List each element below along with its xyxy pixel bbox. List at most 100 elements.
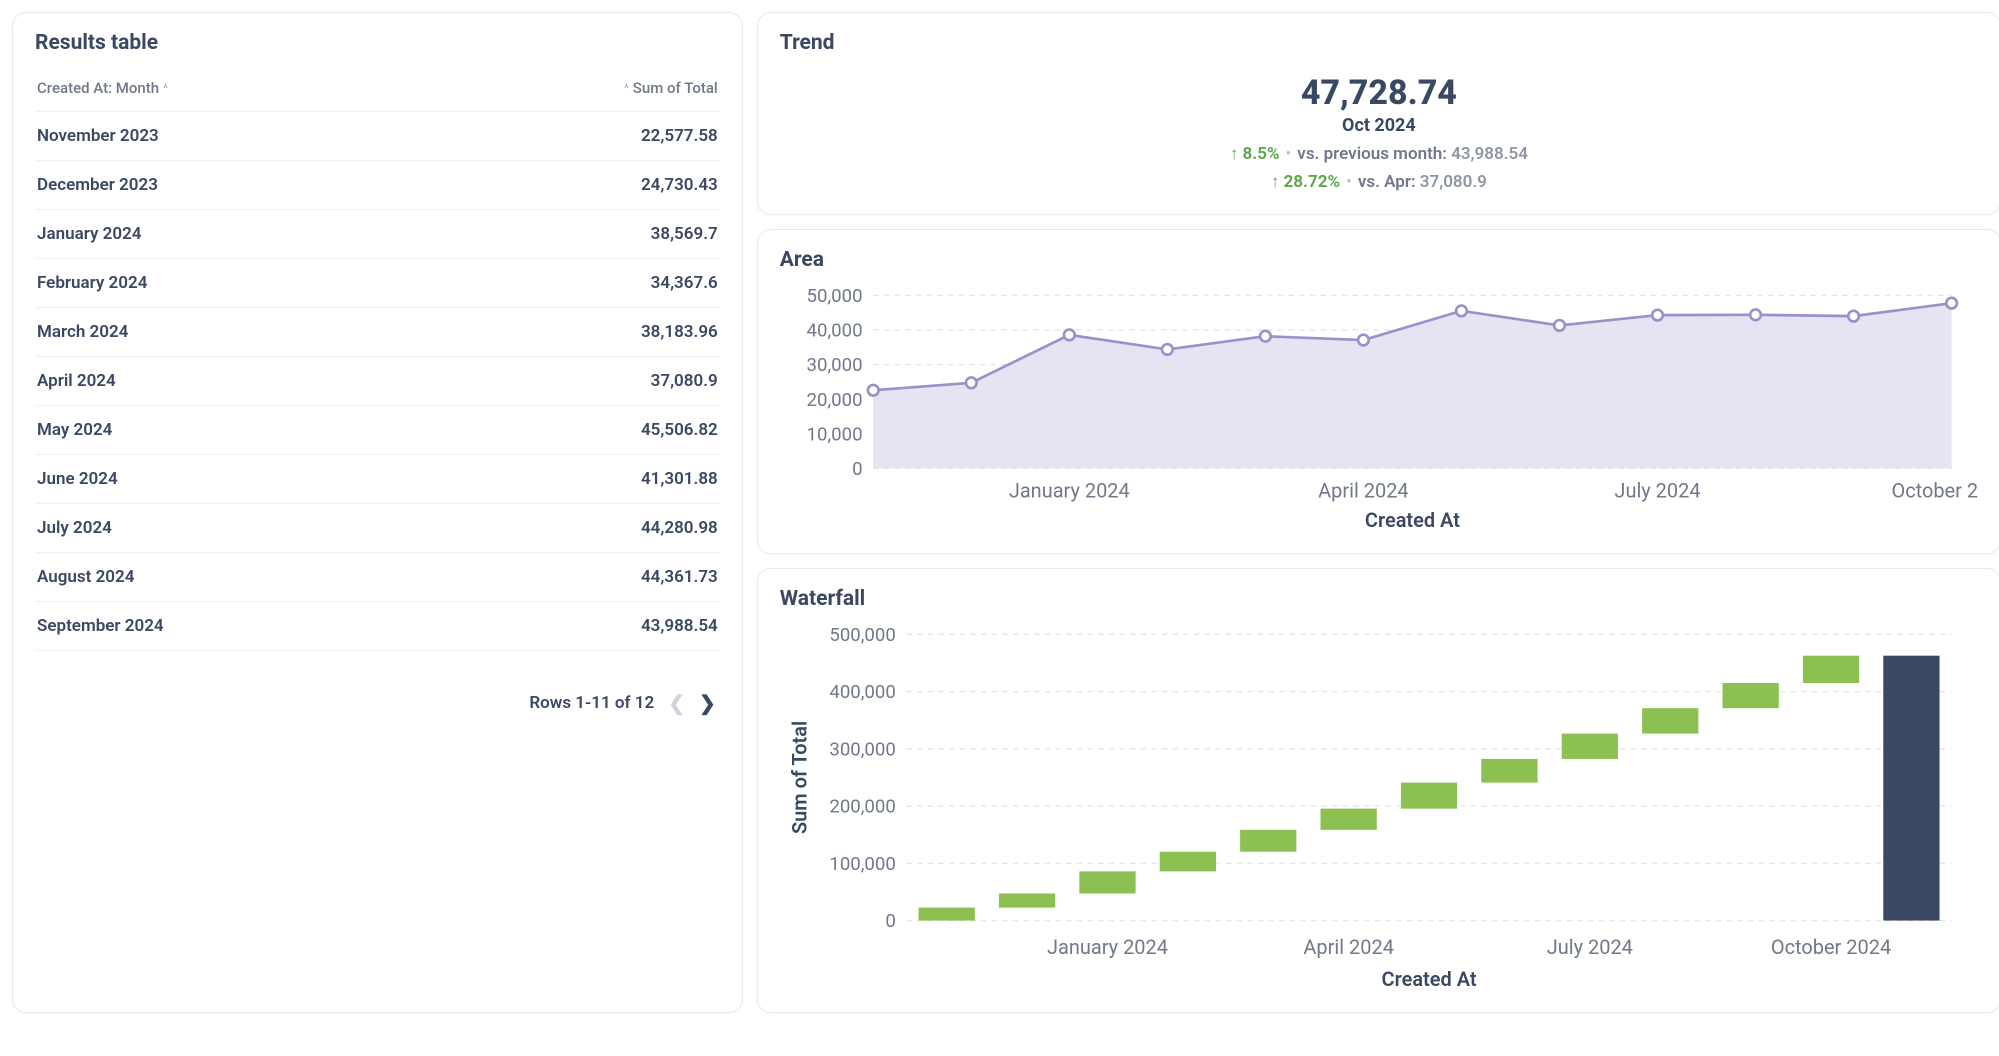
column-header-month-label: Created At: Month xyxy=(37,79,159,97)
sort-caret-icon: ^ xyxy=(163,82,168,95)
table-cell-month: May 2024 xyxy=(37,420,112,440)
table-row[interactable]: January 2024 38,569.7 xyxy=(35,210,720,259)
trend-main-value: 47,728.74 xyxy=(780,73,1978,113)
x-tick-label: January 2024 xyxy=(1047,935,1168,959)
area-chart-title: Area xyxy=(780,248,1978,272)
table-row[interactable]: July 202444,280.98 xyxy=(35,504,720,553)
x-tick-label: April 2024 xyxy=(1303,935,1394,959)
trend-compare-value: 37,080.9 xyxy=(1420,172,1487,192)
table-cell-month: December 2023 xyxy=(37,175,158,195)
table-cell-month: March 2024 xyxy=(37,322,128,342)
y-tick-label: 0 xyxy=(885,910,895,932)
x-axis-title: Created At xyxy=(1365,508,1460,532)
table-cell-value: 44,280.98 xyxy=(641,518,718,538)
area-fill xyxy=(873,303,1951,468)
waterfall-bar[interactable] xyxy=(1561,734,1617,759)
waterfall-bar[interactable] xyxy=(1803,656,1859,683)
x-tick-label: April 2024 xyxy=(1318,479,1409,503)
waterfall-bar[interactable] xyxy=(1401,783,1457,809)
area-point[interactable] xyxy=(1456,306,1467,317)
column-header-total-label: Sum of Total xyxy=(633,79,718,97)
trend-up-arrow-icon: ↑ xyxy=(1271,172,1280,192)
y-tick-label: 500,000 xyxy=(829,624,895,646)
waterfall-chart-title: Waterfall xyxy=(780,587,1978,611)
y-tick-label: 50,000 xyxy=(806,285,862,307)
area-point[interactable] xyxy=(966,377,977,388)
y-tick-label: 200,000 xyxy=(829,796,895,818)
sort-caret-icon: ^ xyxy=(624,82,629,95)
table-cell-value: 44,361.73 xyxy=(641,567,718,587)
table-cell-month: April 2024 xyxy=(37,371,116,391)
area-point[interactable] xyxy=(1162,344,1173,355)
table-cell-value: 41,301.88 xyxy=(641,469,718,489)
area-point[interactable] xyxy=(1358,335,1369,346)
table-cell-value: 43,988.54 xyxy=(641,616,718,636)
table-row[interactable]: December 202324,730.43 xyxy=(35,161,720,210)
table-row[interactable]: November 202322,577.58 xyxy=(35,112,720,161)
column-header-month[interactable]: Created At: Month ^ xyxy=(37,79,168,97)
table-cell-value: 37,080.9 xyxy=(651,371,718,391)
y-tick-label: 400,000 xyxy=(829,681,895,703)
area-point[interactable] xyxy=(1064,330,1075,341)
area-point[interactable] xyxy=(1848,311,1859,322)
x-tick-label: October 2024 xyxy=(1771,935,1891,959)
waterfall-bar[interactable] xyxy=(1722,683,1778,708)
y-tick-label: 30,000 xyxy=(806,354,862,376)
column-header-total[interactable]: ^ Sum of Total xyxy=(624,79,718,97)
area-point[interactable] xyxy=(868,385,879,396)
y-tick-label: 100,000 xyxy=(829,853,895,875)
waterfall-bar[interactable] xyxy=(1642,708,1698,733)
waterfall-bar[interactable] xyxy=(1079,871,1135,893)
trend-card: Trend 47,728.74 Oct 2024 ↑ 8.5%•vs. prev… xyxy=(757,12,1999,215)
waterfall-bar[interactable] xyxy=(1159,852,1215,872)
y-tick-label: 300,000 xyxy=(829,738,895,760)
table-cell-month: January 2024 xyxy=(37,224,142,244)
table-cell-value: 38,183.96 xyxy=(641,322,718,342)
waterfall-bar[interactable] xyxy=(1320,809,1376,830)
table-header-row: Created At: Month ^ ^ Sum of Total xyxy=(35,65,720,112)
pager-prev-button[interactable]: ❮ xyxy=(668,691,685,715)
pager-next-button[interactable]: ❯ xyxy=(699,691,716,715)
table-row[interactable]: September 202443,988.54 xyxy=(35,602,720,651)
y-axis-title: Sum of Total xyxy=(787,721,811,834)
area-point[interactable] xyxy=(1554,320,1565,331)
x-tick-label: January 2024 xyxy=(1009,479,1130,503)
area-point[interactable] xyxy=(1946,298,1957,309)
area-point[interactable] xyxy=(1260,331,1271,342)
separator-dot-icon: • xyxy=(1346,172,1352,192)
table-cell-month: November 2023 xyxy=(37,126,159,146)
table-row[interactable]: April 2024 37,080.9 xyxy=(35,357,720,406)
waterfall-bar[interactable] xyxy=(918,908,974,921)
results-table-title: Results table xyxy=(35,31,720,55)
area-chart: 010,00020,00030,00040,00050,000January 2… xyxy=(780,282,1978,535)
area-point[interactable] xyxy=(1750,310,1761,321)
trend-pct: 8.5% xyxy=(1243,144,1280,164)
y-tick-label: 20,000 xyxy=(806,389,862,411)
table-row[interactable]: June 2024 41,301.88 xyxy=(35,455,720,504)
trend-main-date: Oct 2024 xyxy=(780,115,1978,136)
area-chart-card: Area 010,00020,00030,00040,00050,000Janu… xyxy=(757,229,1999,554)
x-tick-label: October 2024 xyxy=(1891,479,1978,503)
x-tick-label: July 2024 xyxy=(1614,479,1700,503)
table-row[interactable]: August 202444,361.73 xyxy=(35,553,720,602)
table-row[interactable]: March 2024 38,183.96 xyxy=(35,308,720,357)
area-point[interactable] xyxy=(1652,310,1663,321)
table-cell-month: June 2024 xyxy=(37,469,118,489)
waterfall-chart-card: Waterfall 0 100,000 200,000 300,000 400,000 5… xyxy=(757,568,1999,1013)
table-row[interactable]: May 202445,506.82 xyxy=(35,406,720,455)
table-cell-month: February 2024 xyxy=(37,273,147,293)
results-table-card: Results table Created At: Month ^ ^ Sum … xyxy=(12,12,743,1013)
waterfall-bar[interactable] xyxy=(1481,759,1537,783)
trend-comparison: ↑ 28.72%•vs. Apr: 37,080.9 xyxy=(780,172,1978,192)
waterfall-bar[interactable] xyxy=(999,893,1055,907)
waterfall-total-bar[interactable] xyxy=(1883,656,1939,921)
waterfall-bar[interactable] xyxy=(1240,830,1296,852)
trend-up-arrow-icon: ↑ xyxy=(1230,144,1239,164)
waterfall-chart: 0 100,000 200,000 300,000 400,000 500,000 Sum … xyxy=(780,621,1978,994)
table-cell-value: 34,367.6 xyxy=(651,273,718,293)
table-cell-value: 38,569.7 xyxy=(651,224,718,244)
table-pager: Rows 1-11 of 12 ❮ ❯ xyxy=(35,651,720,715)
area-chart-svg: 010,00020,00030,00040,00050,000January 2… xyxy=(780,282,1978,535)
y-tick-label: 0 xyxy=(852,458,862,480)
table-row[interactable]: February 2024 34,367.6 xyxy=(35,259,720,308)
